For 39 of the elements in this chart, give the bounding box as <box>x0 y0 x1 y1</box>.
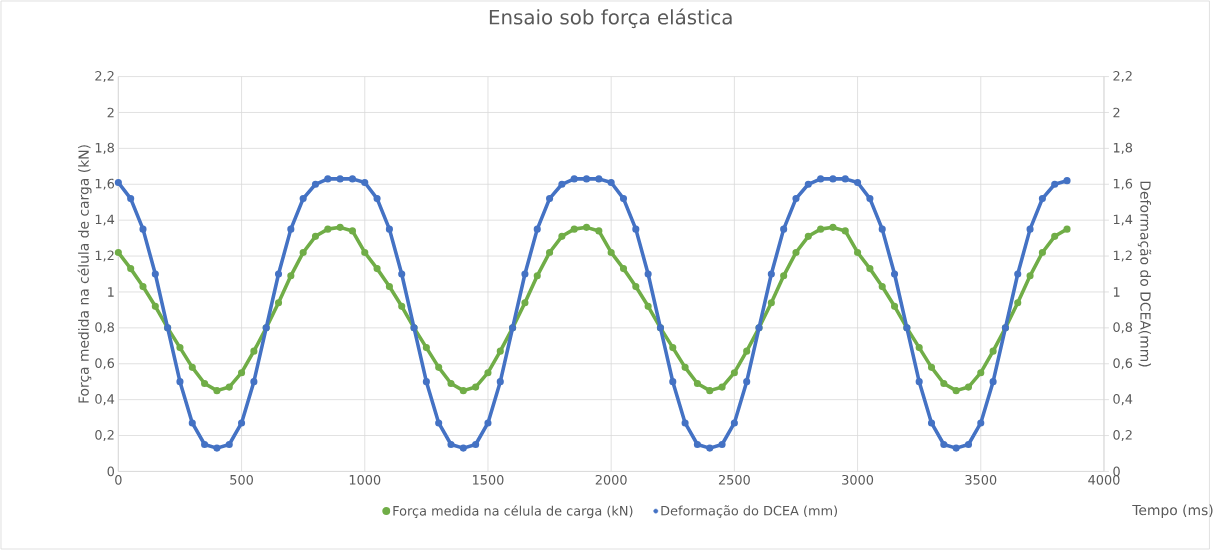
y-tick-label: 0,4 <box>95 394 115 406</box>
y2-axis-title: Deformação do DCEA(mm) <box>1137 181 1152 367</box>
y2-tick-label: 1,2 <box>1113 250 1132 262</box>
x-tick-label: 2000 <box>595 474 627 485</box>
y-tick-label: 0,8 <box>95 322 114 334</box>
x-tick-label: 3000 <box>842 474 874 485</box>
y-tick-label: 1,4 <box>95 214 115 226</box>
y2-tick-label: 0,6 <box>1113 358 1133 370</box>
y-tick-label: 0,2 <box>95 430 114 442</box>
y2-tick-label: 1,8 <box>1113 142 1133 154</box>
x-axis-title: Tempo (ms) <box>1132 504 1213 518</box>
y2-tick-label: 2,2 <box>1113 71 1132 83</box>
x-tick-label: 2500 <box>718 474 750 485</box>
y2-tick-label: 1,6 <box>1113 178 1133 190</box>
x-tick-label: 3500 <box>965 474 997 485</box>
legend-label: Deformação do DCEA (mm) <box>661 505 838 518</box>
y2-tick-label: 0,2 <box>1113 430 1132 442</box>
x-tick-label: 500 <box>230 474 253 485</box>
x-tick-label: 1500 <box>473 474 504 485</box>
y-tick-label: 0,6 <box>95 358 115 370</box>
x-tick-label: 4000 <box>1088 474 1120 485</box>
y2-tick-label: 1,4 <box>1113 214 1133 226</box>
x-tick-label: 1000 <box>349 474 381 485</box>
x-tick-label: 0 <box>115 474 122 485</box>
chart-title: Ensaio sob força elástica <box>489 8 732 29</box>
legend-label: Força medida na célula de carga (kN) <box>393 505 633 519</box>
y-tick-label: 2 <box>107 107 114 118</box>
y-tick-label: 1,6 <box>95 178 115 190</box>
y2-tick-label: 1 <box>1113 287 1120 297</box>
y2-tick-label: 0,4 <box>1113 394 1133 406</box>
y-tick-label: 0 <box>107 466 114 477</box>
y-tick-label: 1,8 <box>95 142 114 154</box>
y-tick-label: 1 <box>108 287 114 297</box>
y-tick-label: 1,2 <box>95 250 114 262</box>
y2-tick-label: 0,8 <box>1113 322 1133 334</box>
y2-tick-label: 0 <box>1113 466 1120 477</box>
y2-tick-label: 2 <box>1113 107 1120 118</box>
y-axis-title: Força medida na célula de carga (kN) <box>77 145 92 403</box>
y-tick-label: 2,2 <box>95 71 114 83</box>
